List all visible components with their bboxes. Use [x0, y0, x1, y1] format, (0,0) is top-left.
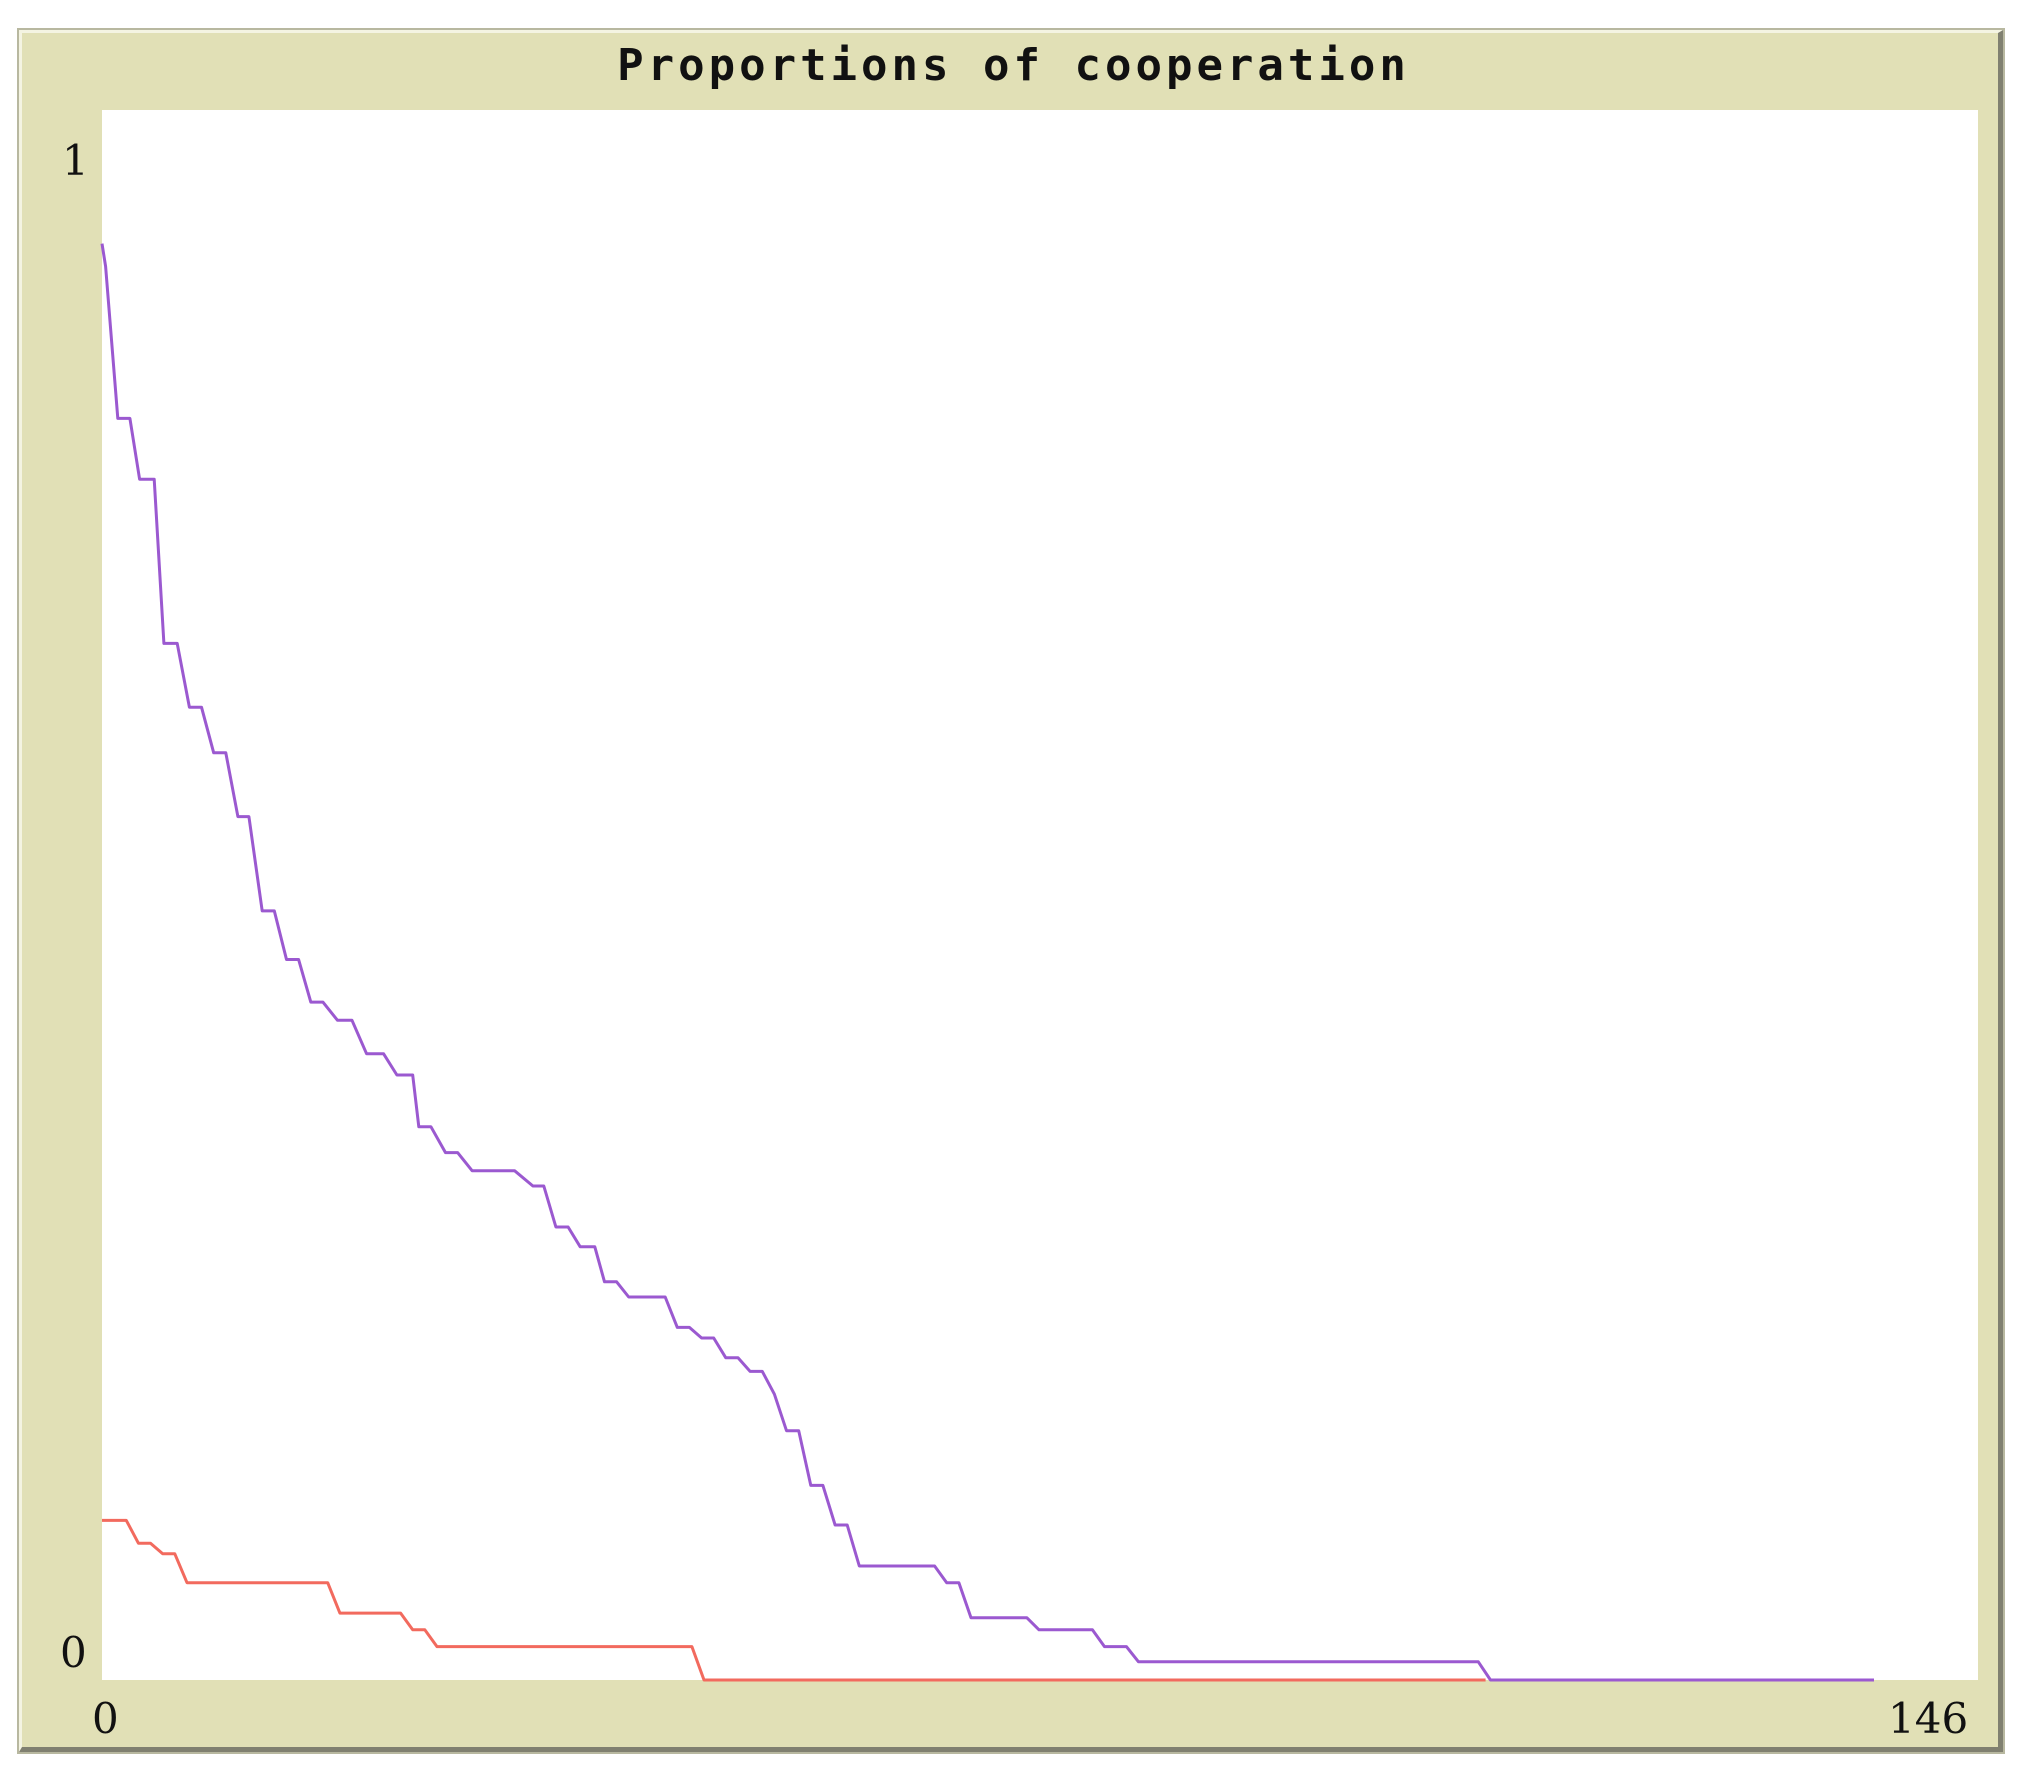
series-line-2	[102, 1518, 1486, 1682]
x-axis-min-label: 0	[92, 1694, 119, 1743]
series-line-1	[100, 243, 1874, 1682]
x-axis-max-label: 146	[1888, 1694, 1969, 1743]
plot-area	[102, 110, 1978, 1680]
plot-title: Proportions of cooperation	[617, 40, 1410, 91]
y-axis-max-label: 1	[62, 136, 89, 185]
y-axis-min-label: 0	[60, 1628, 87, 1677]
